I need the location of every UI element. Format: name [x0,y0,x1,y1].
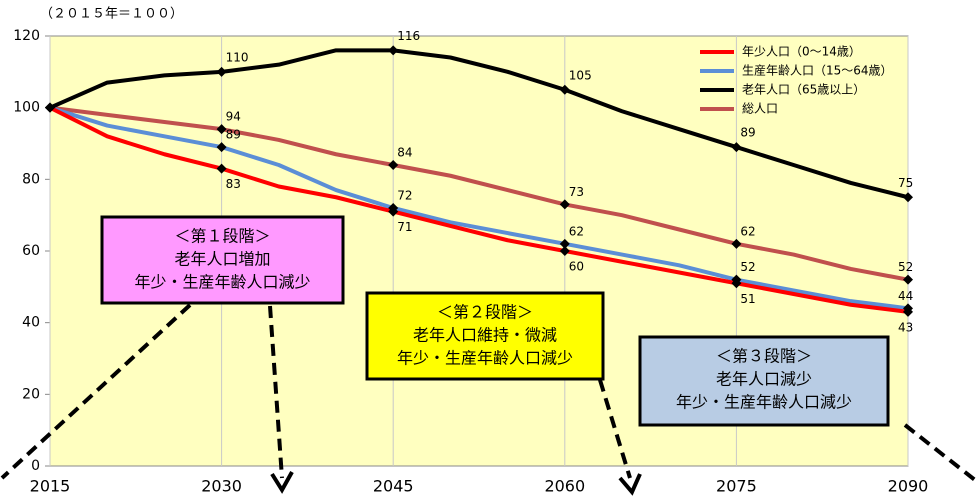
y-tick-label: 60 [22,243,40,259]
series-line [49,105,909,282]
point-marker [903,306,913,317]
data-label: 51 [740,292,755,306]
x-tick-label: 2090 [888,477,929,496]
arrow-head [270,471,294,494]
legend-label: 総人口 [742,102,778,116]
data-label: 110 [226,50,249,64]
point-marker [559,84,570,95]
point-marker [903,274,913,285]
x-tick-label: 2015 [30,477,71,496]
data-label: 89 [226,128,241,142]
annotation-text: 年少・生産年齢人口減少 [397,349,573,368]
point-marker [388,206,399,217]
dashed-arrow [0,303,192,480]
point-marker [388,45,399,56]
data-label: 73 [569,185,584,199]
data-label: 62 [569,224,584,238]
data-label: 83 [226,177,241,191]
point-marker [559,199,570,210]
y-tick-label: 120 [13,28,40,44]
annotation-box [100,215,345,305]
point-marker [903,192,913,203]
data-label: 44 [898,289,913,303]
point-marker [216,142,227,153]
y-unit: （２０１５年＝１００） [40,7,183,22]
annotation-box [638,335,890,427]
series-line [49,105,909,314]
point-marker [216,66,227,77]
annotation-text: 年少・生産年齢人口減少 [134,273,310,292]
x-tick-label: 2075 [716,477,757,496]
data-label: 94 [226,110,241,124]
point-marker [216,124,227,135]
data-label: 116 [397,29,420,43]
data-label: 52 [740,260,755,274]
point-marker [731,278,742,289]
data-label: 43 [898,320,913,334]
annotation-text: ＜第１段階＞ [174,227,270,246]
legend-label: 年少人口（0～14歳） [742,45,861,59]
arrow-head [618,473,642,496]
annotation-box [365,291,605,381]
data-label: 60 [569,260,584,274]
dashed-arrow [268,305,284,479]
y-tick-label: 0 [31,458,40,474]
data-label: 52 [898,260,913,274]
annotation-text: 老年人口減少 [716,370,812,389]
annotation-text: 老年人口増加 [174,250,270,269]
point-marker [388,160,399,170]
data-label: 71 [397,220,412,234]
legend-label: 老年人口（65歳以上） [742,83,865,97]
annotation-text: 年少・生産年齢人口減少 [676,393,852,412]
point-marker [559,238,570,249]
data-label: 84 [397,146,412,160]
x-tick-label: 2030 [201,477,242,496]
y-tick-label: 40 [22,315,40,331]
dashed-arrow [598,379,632,479]
dashed-arrow [903,423,977,482]
data-label: 75 [898,176,913,190]
data-label: 105 [569,68,592,82]
point-marker [731,142,742,153]
data-label: 62 [740,224,755,238]
point-marker [216,163,227,174]
legend-label: 生産年齢人口（15～64歳） [742,63,893,78]
point-marker [559,246,570,256]
series-line [49,48,909,200]
annotation-text: 老年人口維持・微減 [413,326,557,345]
point-marker [45,102,55,113]
x-tick-label: 2060 [544,477,585,496]
x-tick-label: 2045 [373,477,414,496]
series-line [49,105,909,311]
point-marker [731,238,742,249]
annotation-text: ＜第３段階＞ [716,347,812,366]
annotation-text: ＜第２段階＞ [437,303,533,322]
data-label: 72 [397,189,412,203]
y-tick-label: 80 [22,171,40,187]
data-label: 89 [740,126,755,140]
y-tick-label: 20 [22,386,40,402]
y-tick-label: 100 [13,100,40,116]
